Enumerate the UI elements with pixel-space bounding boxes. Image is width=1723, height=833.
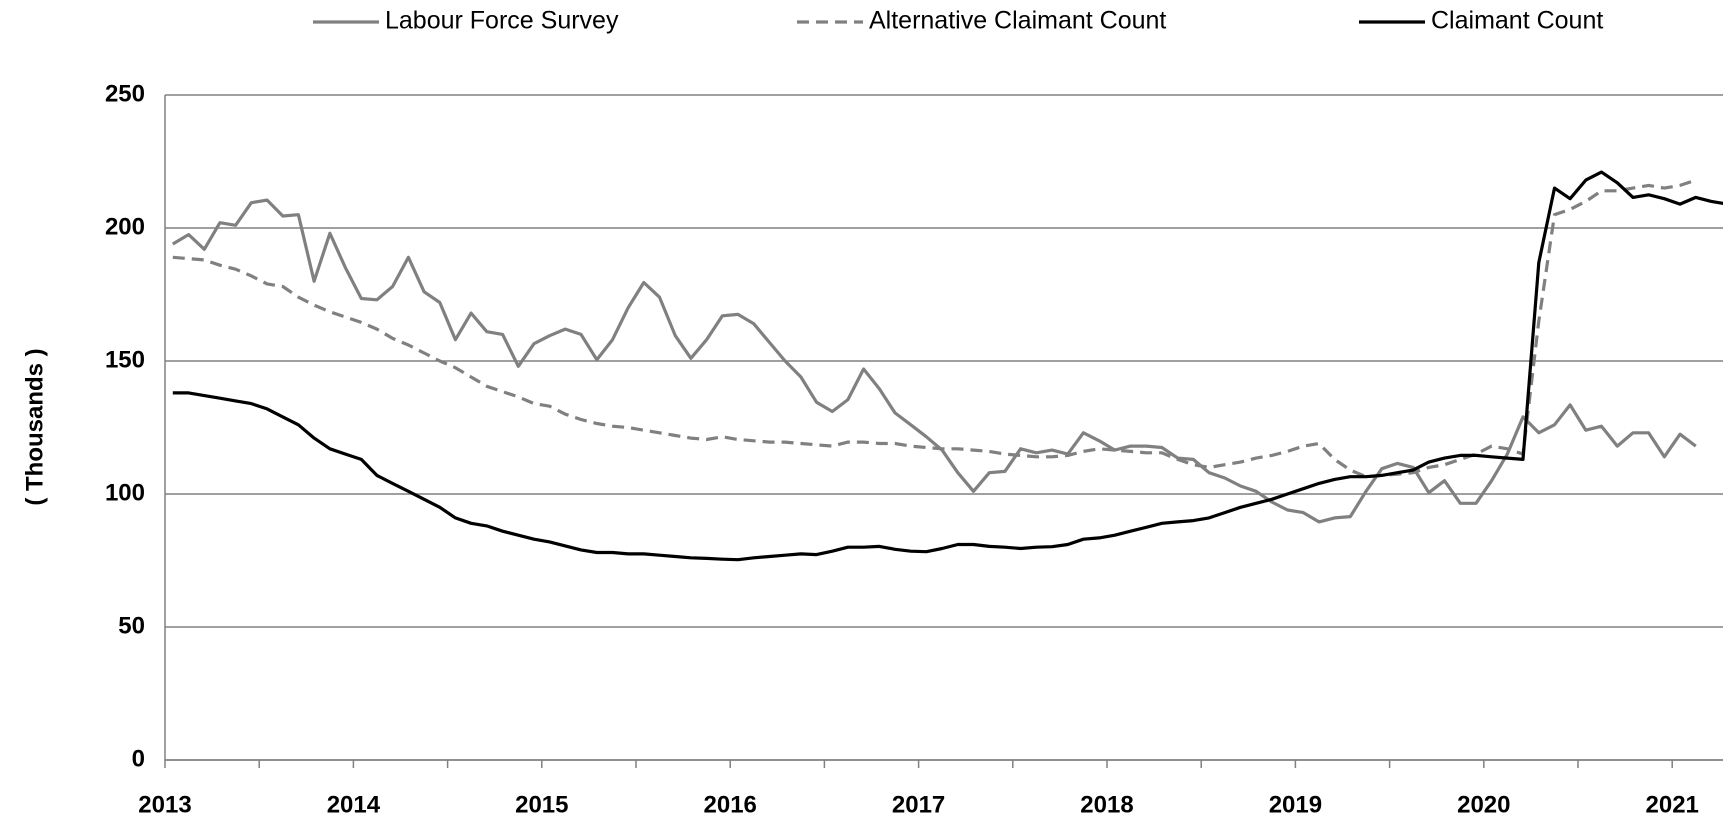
series-line <box>172 170 1723 562</box>
legend-label: Alternative Claimant Count <box>869 7 1166 35</box>
x-tick-label: 2013 <box>138 791 191 818</box>
y-tick-label: 50 <box>118 612 145 639</box>
y-tick-label: 200 <box>105 213 145 240</box>
y-tick-label: 100 <box>105 479 145 506</box>
x-tick-label: 2015 <box>515 791 568 818</box>
y-tick-label: 250 <box>105 80 145 107</box>
y-tick-label: 150 <box>105 346 145 373</box>
x-tick-label: 2019 <box>1269 791 1322 818</box>
y-tick-label: 0 <box>132 745 145 772</box>
x-tick-label: 2021 <box>1646 791 1699 818</box>
x-tick-label: 2018 <box>1080 791 1133 818</box>
x-tick-label: 2020 <box>1457 791 1510 818</box>
x-tick-label: 2014 <box>327 791 381 818</box>
series-line <box>172 178 1697 479</box>
y-axis-title: ( Thousands ) <box>21 348 48 505</box>
x-tick-label: 2016 <box>704 791 757 818</box>
legend-label: Claimant Count <box>1431 7 1603 35</box>
x-tick-label: 2017 <box>892 791 945 818</box>
series-line <box>171 198 1697 524</box>
legend-label: Labour Force Survey <box>385 7 619 35</box>
